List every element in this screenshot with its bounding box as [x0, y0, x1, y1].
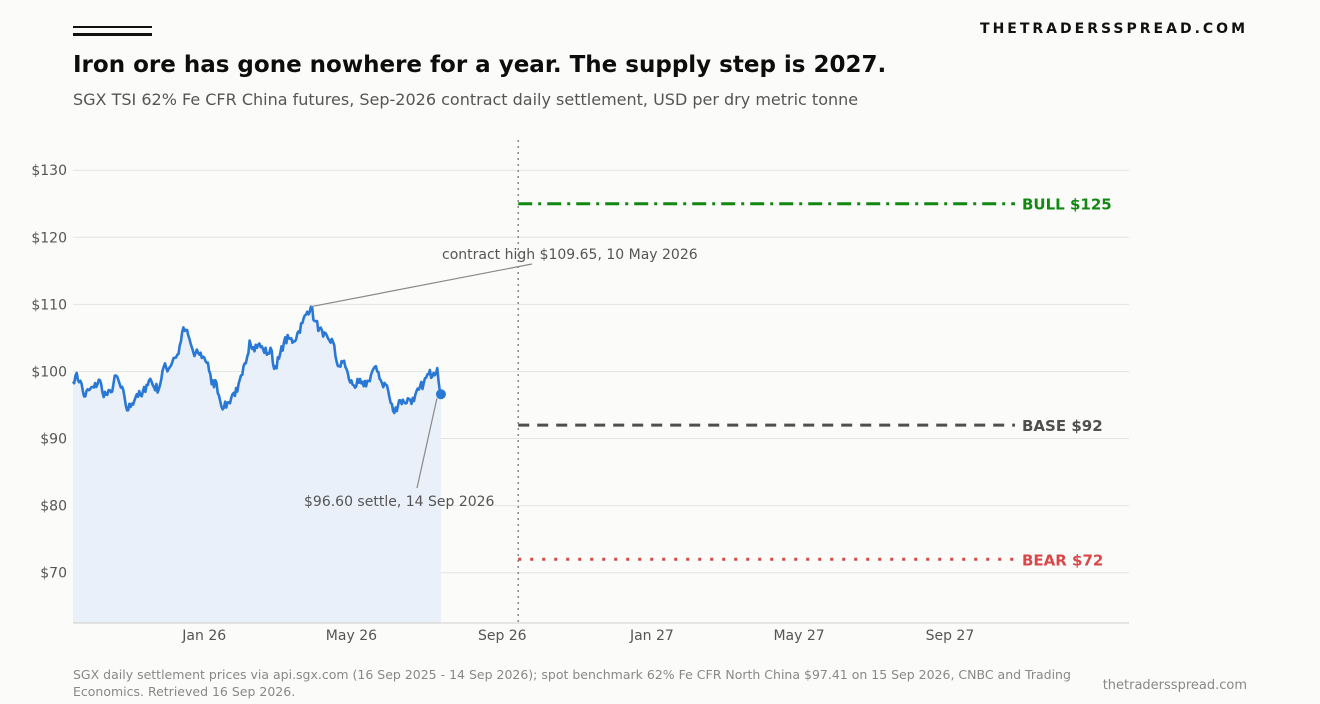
source-note: SGX daily settlement prices via api.sgx.…: [73, 667, 1071, 699]
annotation-contract-high: contract high $109.65, 10 May 2026: [442, 247, 698, 263]
x-tick-label: Jan 27: [629, 628, 674, 644]
x-tick-label: Jan 26: [181, 628, 226, 644]
y-tick-label: $80: [40, 499, 67, 515]
x-tick-label: May 26: [326, 628, 377, 644]
header-rule-thick: [73, 33, 152, 36]
x-tick-label: Sep 27: [926, 628, 975, 644]
header-rule-thin: [73, 26, 152, 28]
y-tick-label: $120: [31, 230, 67, 246]
annotation-leader-high: [310, 263, 533, 308]
annotation-layer: contract high $109.65, 10 May 2026 $96.60…: [304, 247, 698, 510]
brand-wordmark: THETRADERSSPREAD.COM: [980, 21, 1248, 37]
y-tick-label: $90: [40, 432, 67, 448]
y-tick-label: $100: [31, 364, 67, 380]
annotation-latest-settle: $96.60 settle, 14 Sep 2026: [304, 494, 495, 510]
latest-settle-point: [435, 389, 446, 400]
series-area: [73, 306, 441, 623]
scenario-label-bear: BEAR $72: [1022, 551, 1103, 569]
chart-title: Iron ore has gone nowhere for a year. Th…: [73, 52, 887, 78]
scenario-label-bull: BULL $125: [1022, 196, 1112, 214]
axis-layer: $70 $80 $90 $100 $110 $120 $130 Jan 26 May 26 Sep…: [31, 163, 1129, 644]
y-tick-label: $70: [40, 566, 67, 582]
chart-subtitle: SGX TSI 62% Fe CFR China futures, Sep-20…: [73, 90, 859, 109]
y-tick-label: $130: [31, 163, 67, 179]
x-tick-label: May 27: [773, 628, 824, 644]
annotation-leader-settle: [416, 398, 438, 489]
x-tick-label: Sep 26: [478, 628, 527, 644]
series-line: [71, 305, 443, 415]
series-layer: [71, 305, 446, 415]
scenario-layer: BULL $125 BASE $92 BEAR $72: [517, 140, 1112, 623]
area-layer: [73, 306, 441, 623]
scenario-label-base: BASE $92: [1022, 417, 1103, 435]
footer-site-url: thetradersspread.com: [1102, 678, 1247, 693]
y-tick-label: $110: [31, 297, 67, 313]
